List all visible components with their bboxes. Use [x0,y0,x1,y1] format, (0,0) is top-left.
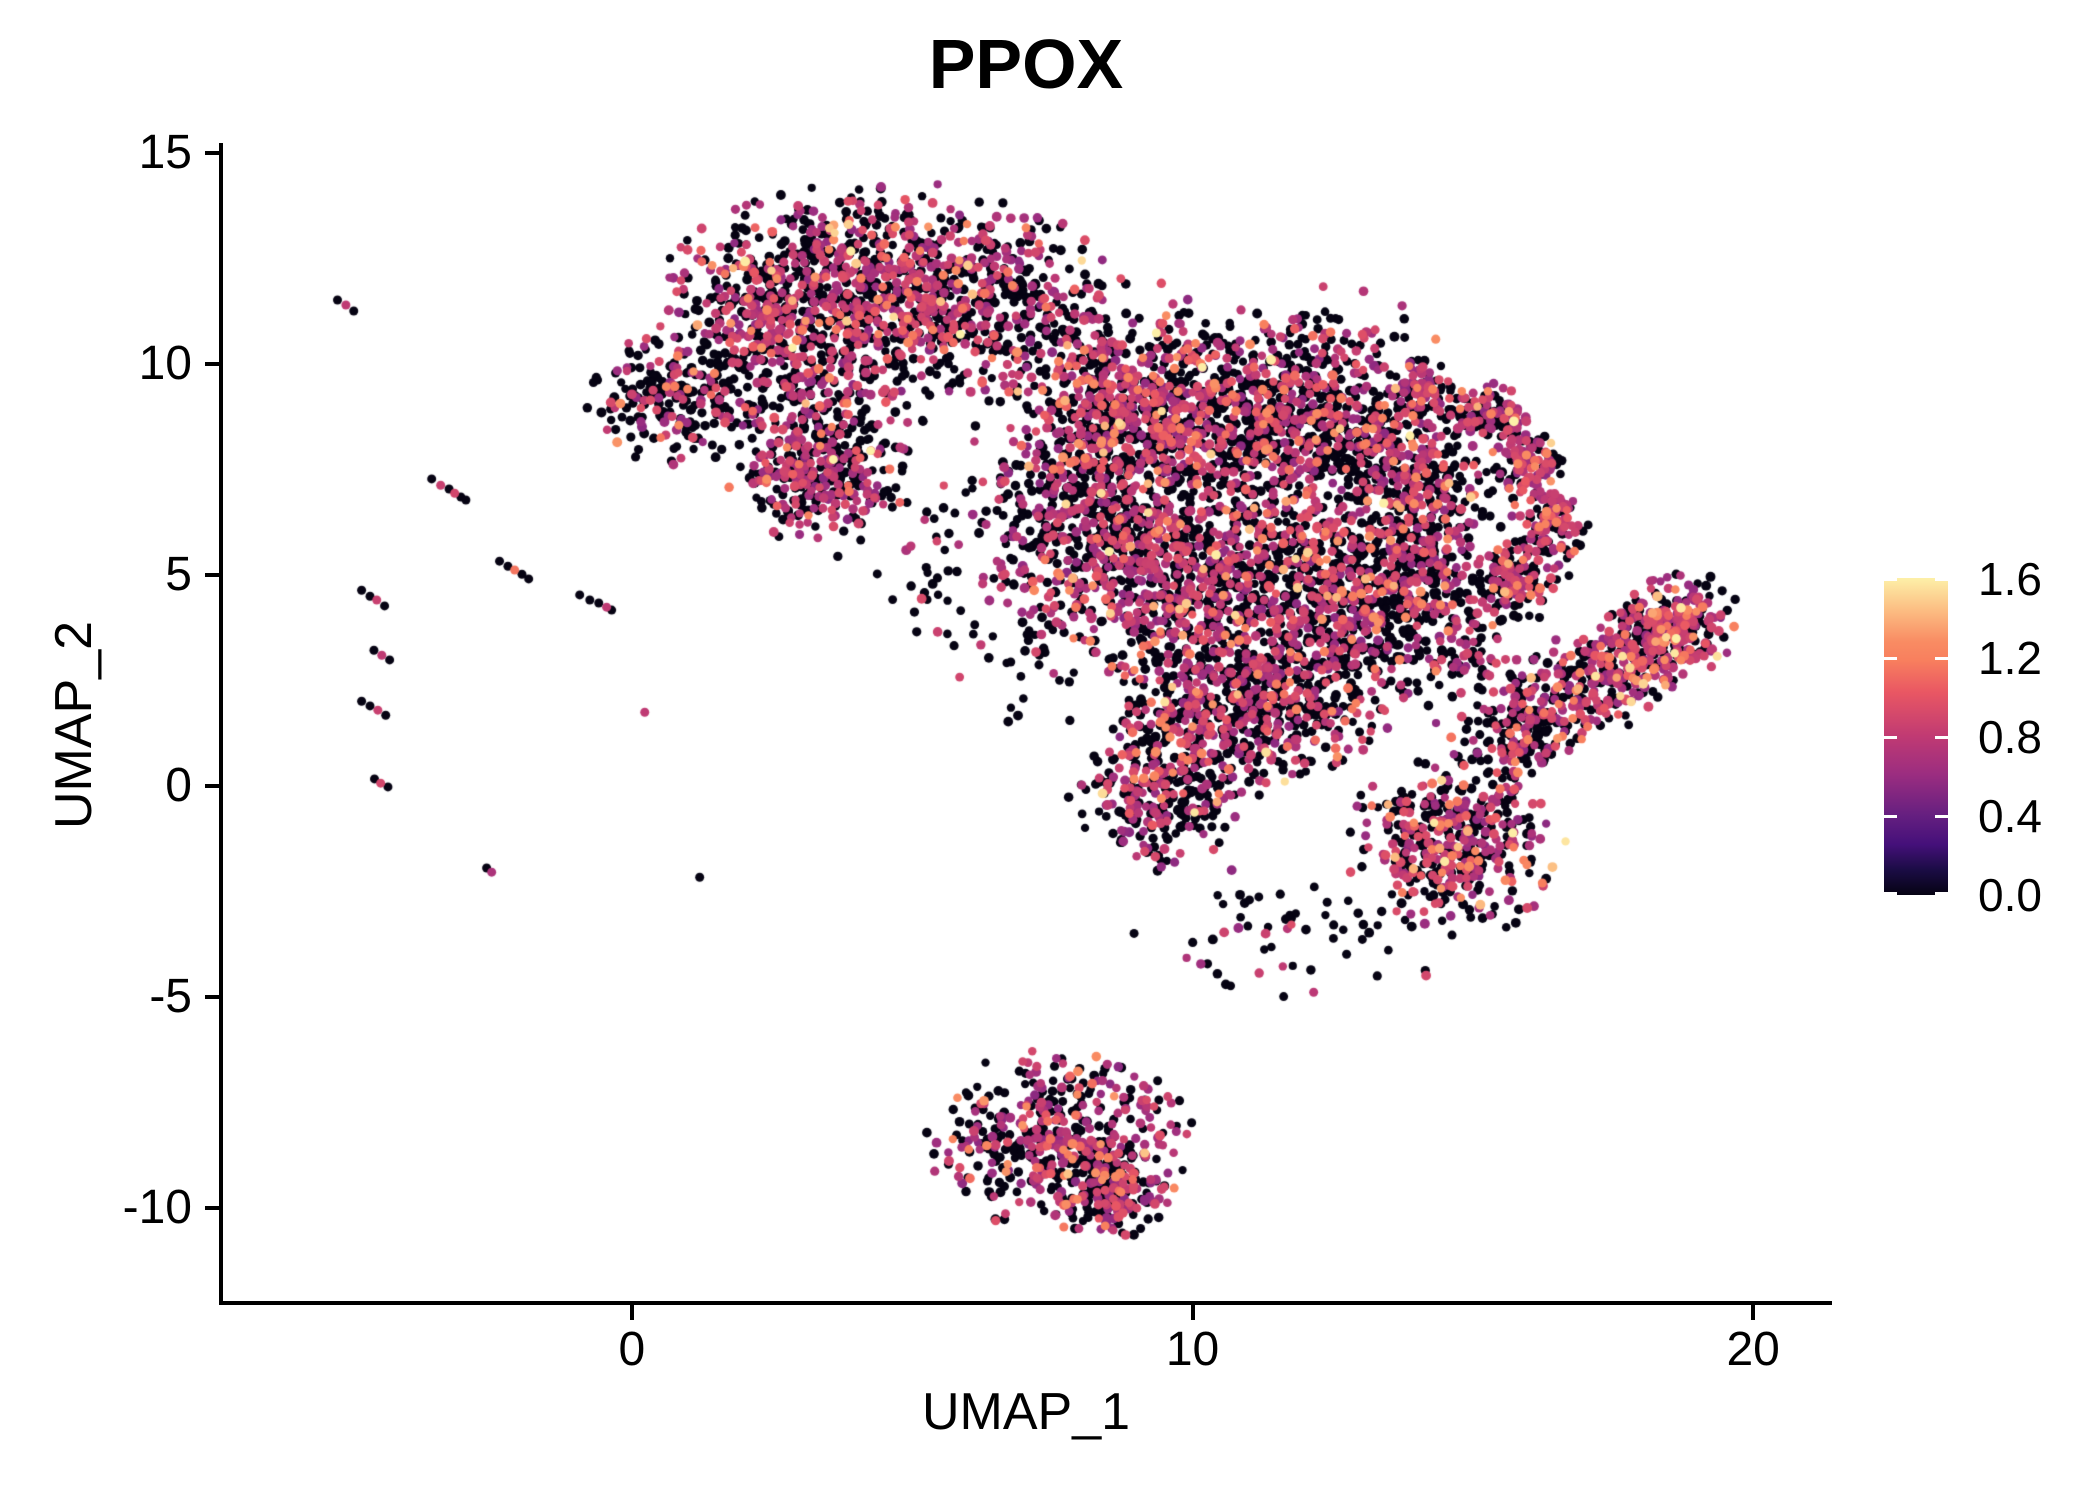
colorbar-tick-label: 1.6 [1978,553,2042,606]
y-tick-mark [205,151,222,156]
y-tick-mark [205,784,222,789]
colorbar-tick-mark [1884,578,1897,581]
x-tick-label: 0 [618,1323,646,1376]
y-tick-label: 15 [138,126,192,180]
colorbar-tick-mark [1884,656,1897,660]
colorbar-tick-label: 0.8 [1978,711,2042,764]
x-tick-mark [629,1303,634,1320]
x-tick-mark [1751,1303,1756,1320]
x-tick-label: 10 [1165,1323,1220,1376]
colorbar-tick-mark [1935,892,1948,895]
colorbar-tick-mark [1884,814,1897,818]
y-axis-line [219,143,223,1305]
y-tick-mark [205,362,222,367]
colorbar-tick-mark [1935,578,1948,581]
colorbar-tick-mark [1935,735,1948,739]
x-axis-line [219,1301,1832,1305]
x-tick-mark [1190,1303,1195,1320]
colorbar-tick-mark [1884,735,1897,739]
y-tick-mark [205,995,222,1000]
x-axis-title: UMAP_1 [921,1383,1131,1441]
y-tick-label: -5 [149,970,192,1024]
y-tick-mark [205,1206,222,1211]
x-tick-label: 20 [1726,1323,1780,1376]
y-tick-mark [205,573,222,578]
y-tick-label: -10 [122,1181,192,1235]
colorbar-tick-mark [1935,814,1948,818]
y-axis-title: UMAP_2 [45,620,103,830]
y-tick-label: 5 [165,548,192,602]
y-tick-label: 0 [165,759,192,813]
colorbar-tick-mark [1884,892,1897,895]
colorbar-tick-label: 0.4 [1978,790,2042,843]
colorbar-tick-mark [1935,656,1948,660]
y-tick-label: 10 [138,337,192,391]
colorbar-gradient [1884,578,1948,895]
colorbar-tick-label: 1.2 [1978,632,2042,685]
colorbar-tick-label: 0.0 [1978,869,2042,921]
